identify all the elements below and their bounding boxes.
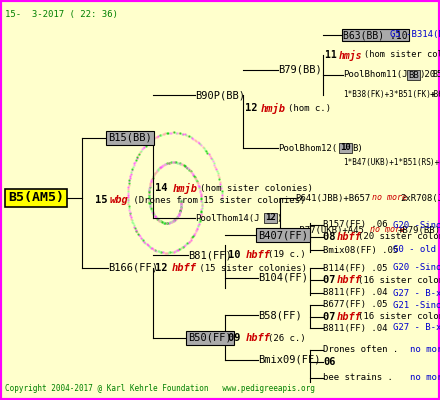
Text: (hom sister colonies): (hom sister colonies) xyxy=(364,50,440,60)
Text: 07: 07 xyxy=(323,312,342,322)
Text: G0 - old lines B: G0 - old lines B xyxy=(393,246,440,254)
Text: no more: no more xyxy=(410,374,440,382)
Text: 10: 10 xyxy=(340,144,351,152)
Text: G21 -Sinop62R: G21 -Sinop62R xyxy=(393,300,440,310)
Text: G27 - B-xxx43: G27 - B-xxx43 xyxy=(393,324,440,332)
Text: B): B) xyxy=(352,144,363,152)
Text: hmjs: hmjs xyxy=(339,50,363,60)
Text: 06: 06 xyxy=(323,357,335,367)
Text: B811(FF) .04: B811(FF) .04 xyxy=(323,324,388,332)
Text: hmjb: hmjb xyxy=(173,182,198,194)
Text: G20 -Sinop62R: G20 -Sinop62R xyxy=(393,264,440,272)
Text: hbff: hbff xyxy=(246,333,271,343)
Text: +B77(UKB)+A45: +B77(UKB)+A45 xyxy=(295,226,365,234)
Text: B407(FF): B407(FF) xyxy=(258,230,308,240)
Text: BB: BB xyxy=(408,70,419,80)
Text: (19 c.): (19 c.) xyxy=(268,250,306,260)
Text: hbff: hbff xyxy=(246,250,271,260)
Text: Bmix09(FF): Bmix09(FF) xyxy=(258,355,320,365)
Text: (16 sister colonies): (16 sister colonies) xyxy=(358,312,440,322)
Text: wbg: wbg xyxy=(110,195,129,205)
Text: PoolThom14(J: PoolThom14(J xyxy=(195,214,260,222)
Text: B58(FF): B58(FF) xyxy=(258,310,302,320)
Text: 12: 12 xyxy=(265,214,276,222)
Text: no more: no more xyxy=(410,346,440,354)
Text: B81(FF): B81(FF) xyxy=(188,250,232,260)
Text: 12: 12 xyxy=(155,263,174,273)
Text: (hom c.): (hom c.) xyxy=(288,104,331,112)
Text: B5(AM5): B5(AM5) xyxy=(8,192,64,204)
Text: 08: 08 xyxy=(323,232,342,242)
Text: +B79(BB): +B79(BB) xyxy=(398,226,440,234)
Text: PoolBhom11(J: PoolBhom11(J xyxy=(343,70,407,80)
Text: 1*B38(FK)+3*B51(FK)+: 1*B38(FK)+3*B51(FK)+ xyxy=(343,90,436,100)
Text: 15: 15 xyxy=(95,195,114,205)
Text: hbff: hbff xyxy=(337,312,362,322)
Text: B63(BB) .10: B63(BB) .10 xyxy=(343,30,407,40)
Text: )+etc B53: )+etc B53 xyxy=(430,158,440,166)
Text: B157(FF) .06: B157(FF) .06 xyxy=(323,220,388,230)
Text: B51(FK)+5: B51(FK)+5 xyxy=(432,70,440,80)
Text: 1*B47(UKB)+1*B51(RS: 1*B47(UKB)+1*B51(RS xyxy=(343,158,431,166)
Text: 09: 09 xyxy=(228,333,247,343)
Text: hmjb: hmjb xyxy=(261,102,286,114)
Text: G20 -Sinop62R: G20 -Sinop62R xyxy=(393,220,440,230)
Text: B641(JBB)+B657: B641(JBB)+B657 xyxy=(295,194,370,202)
Text: B90P(BB): B90P(BB) xyxy=(195,90,245,100)
Text: 07: 07 xyxy=(323,275,342,285)
Text: ): ) xyxy=(276,214,281,222)
Text: B114(FF) .05: B114(FF) .05 xyxy=(323,264,388,272)
Text: Drones often .: Drones often . xyxy=(323,346,398,354)
Text: hbff: hbff xyxy=(337,275,362,285)
Text: G27 - B-xxx43: G27 - B-xxx43 xyxy=(393,288,440,298)
Text: (20 sister colonies): (20 sister colonies) xyxy=(358,232,440,242)
Text: B677(FF) .05: B677(FF) .05 xyxy=(323,300,388,310)
Text: 10: 10 xyxy=(228,250,247,260)
Text: 11: 11 xyxy=(325,50,343,60)
Text: (hom sister colonies): (hom sister colonies) xyxy=(200,184,313,192)
Text: hbff: hbff xyxy=(337,232,362,242)
Text: no more: no more xyxy=(370,226,405,234)
Text: )20: )20 xyxy=(419,70,435,80)
Text: (16 sister colonies): (16 sister colonies) xyxy=(358,276,440,284)
Text: B166(FF): B166(FF) xyxy=(108,263,158,273)
Text: no more: no more xyxy=(372,194,407,202)
Text: B79(BB): B79(BB) xyxy=(278,65,322,75)
Text: (15 sister colonies): (15 sister colonies) xyxy=(194,264,307,272)
Text: 14: 14 xyxy=(155,183,174,193)
Text: hbff: hbff xyxy=(172,263,197,273)
Text: B50(FF): B50(FF) xyxy=(188,333,232,343)
Text: 15-  3-2017 ( 22: 36): 15- 3-2017 ( 22: 36) xyxy=(5,10,118,19)
Text: B15(BB): B15(BB) xyxy=(108,133,152,143)
Text: PoolBhom12(: PoolBhom12( xyxy=(278,144,337,152)
Text: 12: 12 xyxy=(245,103,264,113)
Text: (Drones from 15 sister colonies): (Drones from 15 sister colonies) xyxy=(128,196,305,204)
Text: +B6?(RS: +B6?(RS xyxy=(430,90,440,100)
Text: Bmix08(FF) .05: Bmix08(FF) .05 xyxy=(323,246,398,254)
Text: 2xR708(JBB): 2xR708(JBB) xyxy=(400,194,440,202)
Text: B811(FF) .04: B811(FF) .04 xyxy=(323,288,388,298)
Text: B104(FF): B104(FF) xyxy=(258,273,308,283)
Text: Copyright 2004-2017 @ Karl Kehrle Foundation   www.pedigreeapis.org: Copyright 2004-2017 @ Karl Kehrle Founda… xyxy=(5,384,315,393)
Text: (26 c.): (26 c.) xyxy=(268,334,306,342)
Text: bee strains .: bee strains . xyxy=(323,374,393,382)
Text: G5 -B314(NE): G5 -B314(NE) xyxy=(390,30,440,40)
